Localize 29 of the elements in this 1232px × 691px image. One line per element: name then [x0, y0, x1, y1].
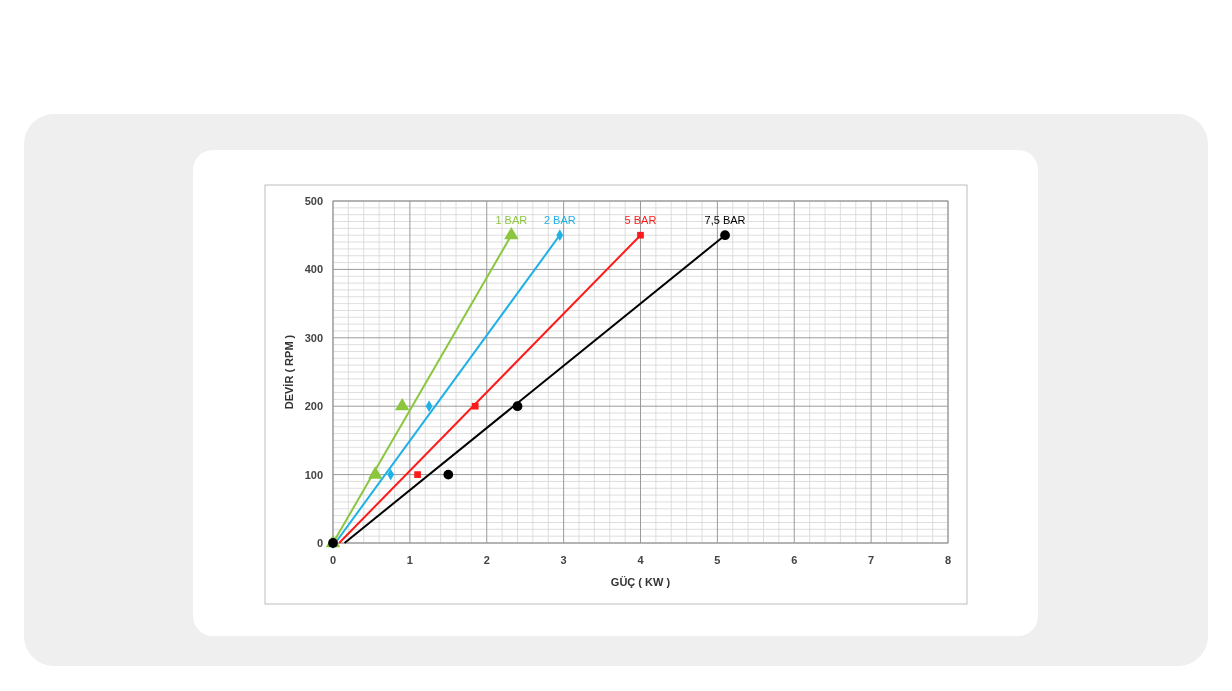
point [368, 466, 383, 479]
x-tick-label: 2 [483, 554, 490, 566]
series-label: 1 BAR [495, 214, 528, 227]
series-label: 5 BAR [624, 214, 657, 227]
y-tick-label: 0 [316, 537, 323, 549]
x-tick-label: 4 [637, 554, 645, 566]
y-tick-label: 300 [304, 331, 323, 344]
point [637, 231, 644, 239]
y-tick-label: 500 [304, 195, 323, 207]
x-tick-label: 0 [329, 554, 337, 566]
series-label: 2 BAR [543, 214, 576, 227]
x-tick-label: 1 [406, 554, 413, 566]
series-label: 7,5 BAR [704, 214, 746, 227]
y-tick-label: 100 [304, 468, 323, 481]
point [443, 469, 454, 480]
point [471, 402, 479, 410]
y-tick-label: 200 [304, 400, 323, 413]
point [512, 401, 523, 412]
point [414, 471, 421, 478]
x-tick-label: 5 [714, 554, 721, 566]
x-axis-title: GÜÇ ( KW ) [610, 576, 671, 588]
x-tick-label: 7 [868, 554, 875, 566]
x-tick-label: 6 [791, 554, 798, 566]
x-tick-label: 3 [560, 554, 567, 566]
x-tick-label: 8 [944, 554, 952, 566]
y-axis-title: DEVİR ( RPM ) [283, 334, 295, 410]
y-tick-label: 400 [304, 263, 323, 276]
point [720, 230, 730, 241]
point [394, 397, 410, 411]
